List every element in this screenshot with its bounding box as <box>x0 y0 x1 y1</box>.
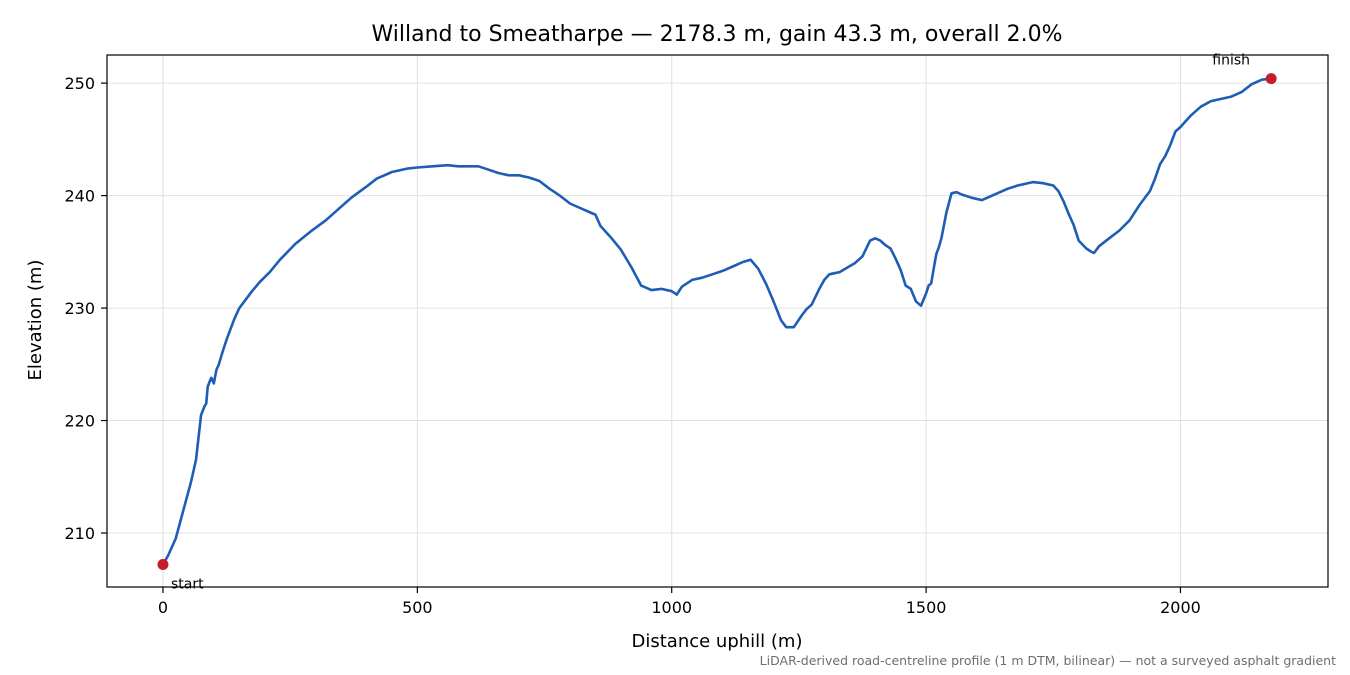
footnote: LiDAR-derived road-centreline profile (1… <box>760 653 1336 668</box>
chart-title: Willand to Smeatharpe — 2178.3 m, gain 4… <box>372 22 1063 47</box>
y-tick-label: 240 <box>64 187 95 206</box>
plot-frame <box>106 54 1329 588</box>
grid-lines <box>107 55 1328 587</box>
start-annotation: start <box>171 577 204 593</box>
x-tick-label: 500 <box>402 598 433 617</box>
finish-marker <box>1265 73 1277 85</box>
y-tick-label: 230 <box>64 299 95 318</box>
y-tick-label: 210 <box>64 524 95 543</box>
start-marker <box>157 559 169 571</box>
elevation-series-line <box>161 77 1272 566</box>
x-tick-label: 1500 <box>906 598 947 617</box>
x-tick-label: 1000 <box>651 598 692 617</box>
axis-ticks: 0 500 1000 1500 2000 210 220 230 240 250 <box>64 74 1200 617</box>
x-tick-label: 0 <box>158 598 168 617</box>
x-axis-label: Distance uphill (m) <box>632 631 803 652</box>
y-axis-label: Elevation (m) <box>25 260 46 381</box>
y-tick-label: 250 <box>64 74 95 93</box>
finish-annotation: finish <box>1212 53 1250 69</box>
y-tick-label: 220 <box>64 412 95 431</box>
plot-area: start finish <box>157 53 1277 593</box>
x-tick-label: 2000 <box>1160 598 1201 617</box>
